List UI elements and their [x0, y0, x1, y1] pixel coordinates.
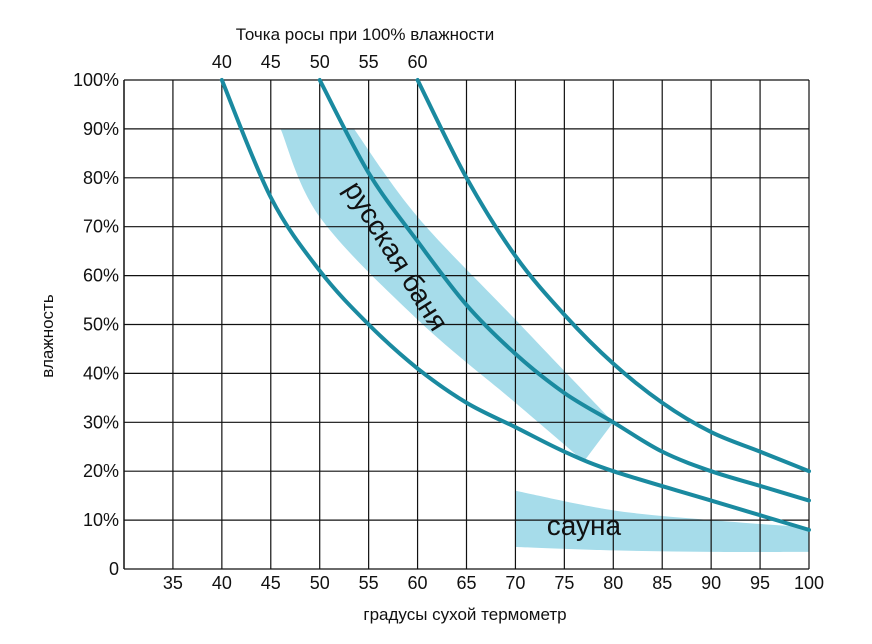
grid [123, 79, 810, 570]
x-tick-label: 50 [310, 573, 330, 593]
x-axis-title: градусы сухой термометр [363, 605, 566, 624]
y-tick-label: 10% [83, 510, 119, 530]
x-tick-label: 55 [359, 573, 379, 593]
dew-point-curves [219, 78, 811, 532]
dew-point-curve-40 [219, 78, 811, 532]
x-tick-label: 95 [750, 573, 770, 593]
y-tick-label: 20% [83, 461, 119, 481]
top-axis-title: Точка росы при 100% влажности [236, 25, 494, 44]
y-tick-label: 60% [83, 266, 119, 286]
dew-point-curve-60 [415, 78, 811, 474]
top-tick-label: 55 [359, 52, 379, 72]
top-tick-label: 45 [261, 52, 281, 72]
y-tick-label: 0 [109, 559, 119, 579]
y-axis-title: влажность [38, 294, 57, 378]
x-tick-label: 90 [701, 573, 721, 593]
y-tick-label: 100% [73, 70, 119, 90]
top-tick-label: 50 [310, 52, 330, 72]
x-tick-label: 60 [408, 573, 428, 593]
top-tick-label: 40 [212, 52, 232, 72]
top-tick-label: 60 [408, 52, 428, 72]
x-tick-label: 80 [603, 573, 623, 593]
y-tick-label: 80% [83, 168, 119, 188]
x-tick-label: 85 [652, 573, 672, 593]
tick-labels: 35 40 45 50 55 60 65 70 75 80 85 90 95 100 0 10% 20% 30% 4… [73, 52, 824, 593]
x-tick-label: 75 [554, 573, 574, 593]
x-tick-label: 45 [261, 573, 281, 593]
x-tick-label: 100 [794, 573, 824, 593]
x-tick-label: 35 [163, 573, 183, 593]
x-tick-label: 40 [212, 573, 232, 593]
y-tick-label: 30% [83, 412, 119, 432]
x-tick-label: 70 [505, 573, 525, 593]
y-tick-label: 70% [83, 217, 119, 237]
region-band-0 [280, 128, 614, 462]
y-tick-label: 40% [83, 363, 119, 383]
y-tick-label: 50% [83, 315, 119, 335]
x-tick-label: 65 [456, 573, 476, 593]
dew-point-curve-50 [317, 78, 811, 503]
y-tick-label: 90% [83, 119, 119, 139]
region-label-1: сауна [547, 510, 622, 541]
